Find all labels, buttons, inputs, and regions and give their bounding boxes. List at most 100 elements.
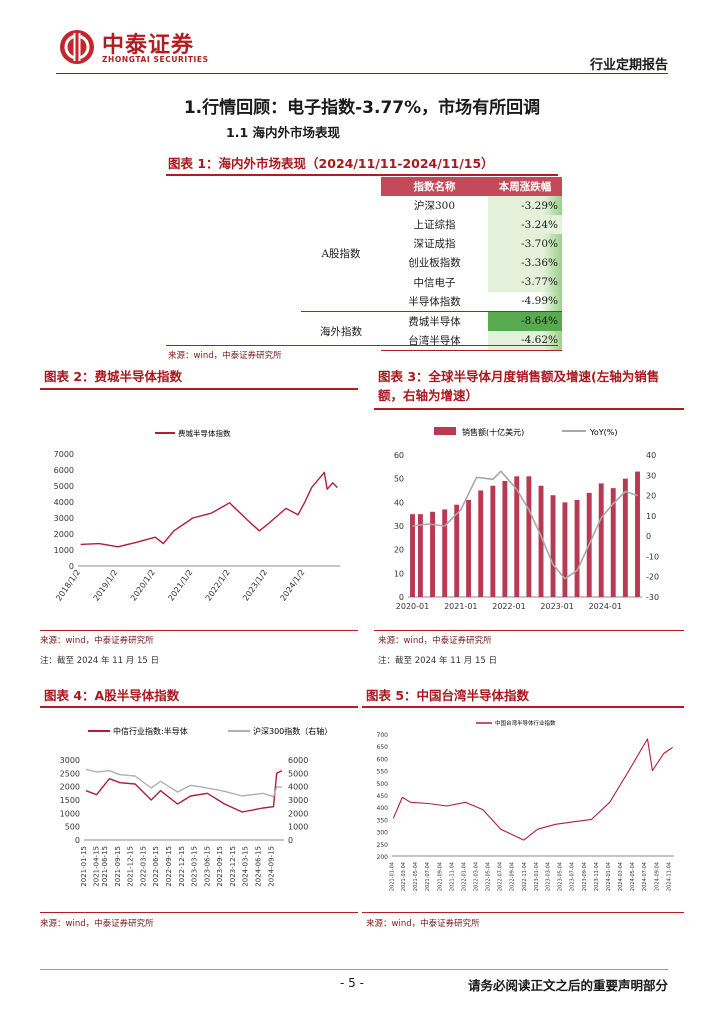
- x-tick-label: 2024-09-15: [267, 846, 275, 887]
- y-tick-label: 300: [377, 830, 389, 837]
- y-tick-label: 40: [394, 498, 404, 507]
- table-row: 半导体指数 -4.99%: [301, 291, 562, 312]
- index-name: 台湾半导体: [381, 330, 488, 351]
- table-row: 深证成指 -3.70%: [301, 234, 562, 254]
- group-label-overseas: 海外指数: [301, 310, 381, 351]
- x-tick-label: 2022-03-15: [139, 846, 147, 887]
- fig3-legend-swatch-sales: [434, 427, 456, 435]
- y-tick-label: 400: [377, 805, 389, 812]
- x-tick-label: 2024-11-04: [666, 862, 672, 891]
- x-tick-label: 2023-03-04: [546, 862, 552, 891]
- y2-tick-label: -20: [646, 573, 659, 582]
- x-tick-label: 2023-01-04: [534, 862, 540, 891]
- fig1-title-rule: [166, 174, 558, 176]
- y2-tick-label: -30: [646, 593, 659, 602]
- bar: [410, 514, 415, 597]
- index-change: -4.99%: [488, 291, 562, 312]
- table-row: 海外指数 费城半导体 -8.64%: [301, 310, 562, 351]
- bar: [550, 495, 556, 597]
- x-tick-label: 2023-07-04: [570, 862, 576, 891]
- x-tick-label: 2022-07-04: [497, 862, 503, 891]
- x-tick-label: 2021-03-04: [401, 862, 407, 891]
- bar: [502, 481, 508, 597]
- y-tick-label: 7000: [54, 450, 74, 459]
- fig3-chart: 销售额(十亿美元) YoY(%) 0 10 20 30 40 50 60 -30 -20 -10 0…: [394, 427, 659, 611]
- y-tick-label: 0: [399, 593, 404, 602]
- bar: [598, 483, 604, 597]
- y2-tick-label: 10: [646, 512, 656, 521]
- fig4-legend-hs300: 沪深300指数（右轴）: [253, 726, 332, 736]
- x-tick-label: 2021-07-04: [425, 862, 431, 891]
- bar: [622, 478, 628, 597]
- x-tick-label: 2022-06-15: [152, 846, 160, 887]
- footer-disclaimer: 请务必阅读正文之后的重要声明部分: [467, 978, 668, 993]
- y2-tick-label: 4000: [288, 783, 308, 792]
- bar: [442, 509, 448, 597]
- x-tick-label: 2023-03-15: [190, 846, 198, 887]
- fig1-source: 来源：wind，中泰证券研究所: [168, 351, 282, 361]
- x-tick-label: 2023-06-15: [203, 846, 211, 887]
- x-tick-label: 2024/1/2: [279, 568, 307, 603]
- y-tick-label: 50: [394, 475, 404, 484]
- bar: [478, 490, 484, 597]
- bar: [430, 511, 436, 597]
- fig2-chart: 费城半导体指数 0 1000 2000 3000 4000 5000 6000 7000 201…: [54, 428, 340, 603]
- y-tick-label: 20: [394, 546, 404, 555]
- x-tick-label: 2021-06-15: [101, 846, 109, 887]
- x-tick-label: 2022-09-15: [165, 846, 173, 887]
- y-tick-label: 700: [377, 732, 389, 739]
- y2-tick-label: 0: [288, 836, 293, 845]
- bar: [490, 485, 496, 597]
- fig2-note: 注：截至 2024 年 11 月 15 日: [40, 656, 159, 666]
- y-tick-label: 0: [75, 836, 80, 845]
- table-row: 中信电子 -3.77%: [301, 272, 562, 292]
- fig3-bottom-rule: [374, 630, 684, 631]
- fig2-bottom-rule: [40, 630, 358, 631]
- series-line: [85, 770, 283, 813]
- y-tick-label: 3000: [60, 756, 80, 765]
- y2-tick-label: 6000: [288, 756, 308, 765]
- index-name: 上证综指: [413, 219, 456, 232]
- fig4-title-rule: [40, 706, 358, 708]
- x-tick-label: 2023-05-04: [558, 862, 564, 891]
- series-line: [85, 768, 283, 798]
- x-tick-label: 2021-09-04: [437, 862, 443, 891]
- bar: [538, 485, 544, 597]
- x-tick-label: 2024-07-04: [642, 862, 648, 891]
- company-logo: 中泰证券 ZHONGTAI SECURITIES: [58, 26, 228, 72]
- fig4-legend-semi: 中信行业指数:半导体: [113, 726, 188, 736]
- bar: [635, 471, 640, 597]
- fig1-title: 图表 1：海内外市场表现（2024/11/11-2024/11/15）: [168, 156, 494, 171]
- y-tick-label: 450: [377, 793, 389, 800]
- y-tick-label: 2000: [54, 530, 74, 539]
- x-tick-label: 2022-01-04: [462, 862, 468, 891]
- y-tick-label: 550: [377, 769, 389, 776]
- y-tick-label: 60: [394, 451, 404, 460]
- x-tick-label: 2022-05-04: [485, 862, 491, 891]
- section-subtitle: 1.1 海内外市场表现: [226, 125, 340, 140]
- index-change: -8.64%: [488, 310, 562, 331]
- y-tick-label: 1500: [60, 796, 80, 805]
- fig3-title: 图表 3：全球半导体月度销售额及增速(左轴为销售 额，右轴为增速）: [378, 367, 659, 405]
- fig2-legend-label: 费城半导体指数: [178, 428, 231, 438]
- bar: [514, 476, 520, 597]
- x-tick-label: 2021-12-15: [127, 846, 135, 887]
- x-tick-label: 2021-01-15: [80, 846, 88, 887]
- bar: [466, 499, 472, 597]
- y-tick-label: 1000: [54, 546, 74, 555]
- table-header-name: 指数名称: [381, 177, 488, 197]
- report-type: 行业定期报告: [589, 58, 668, 73]
- fig5-title-rule: [362, 706, 684, 708]
- y-tick-label: 6000: [54, 466, 74, 475]
- x-tick-label: 2021-11-04: [450, 862, 456, 891]
- header-divider: [56, 73, 668, 74]
- bar: [574, 499, 580, 597]
- fig5-legend-label: 中国台湾半导体行业指数: [495, 719, 556, 727]
- y-tick-label: 10: [394, 569, 404, 578]
- y-tick-label: 200: [377, 854, 389, 861]
- y2-tick-label: 20: [646, 492, 656, 501]
- fig3-legend-sales: 销售额(十亿美元): [462, 427, 524, 437]
- index-name: 创业板指数: [408, 257, 461, 270]
- y-tick-label: 5000: [54, 482, 74, 491]
- index-change: -3.24%: [488, 215, 562, 235]
